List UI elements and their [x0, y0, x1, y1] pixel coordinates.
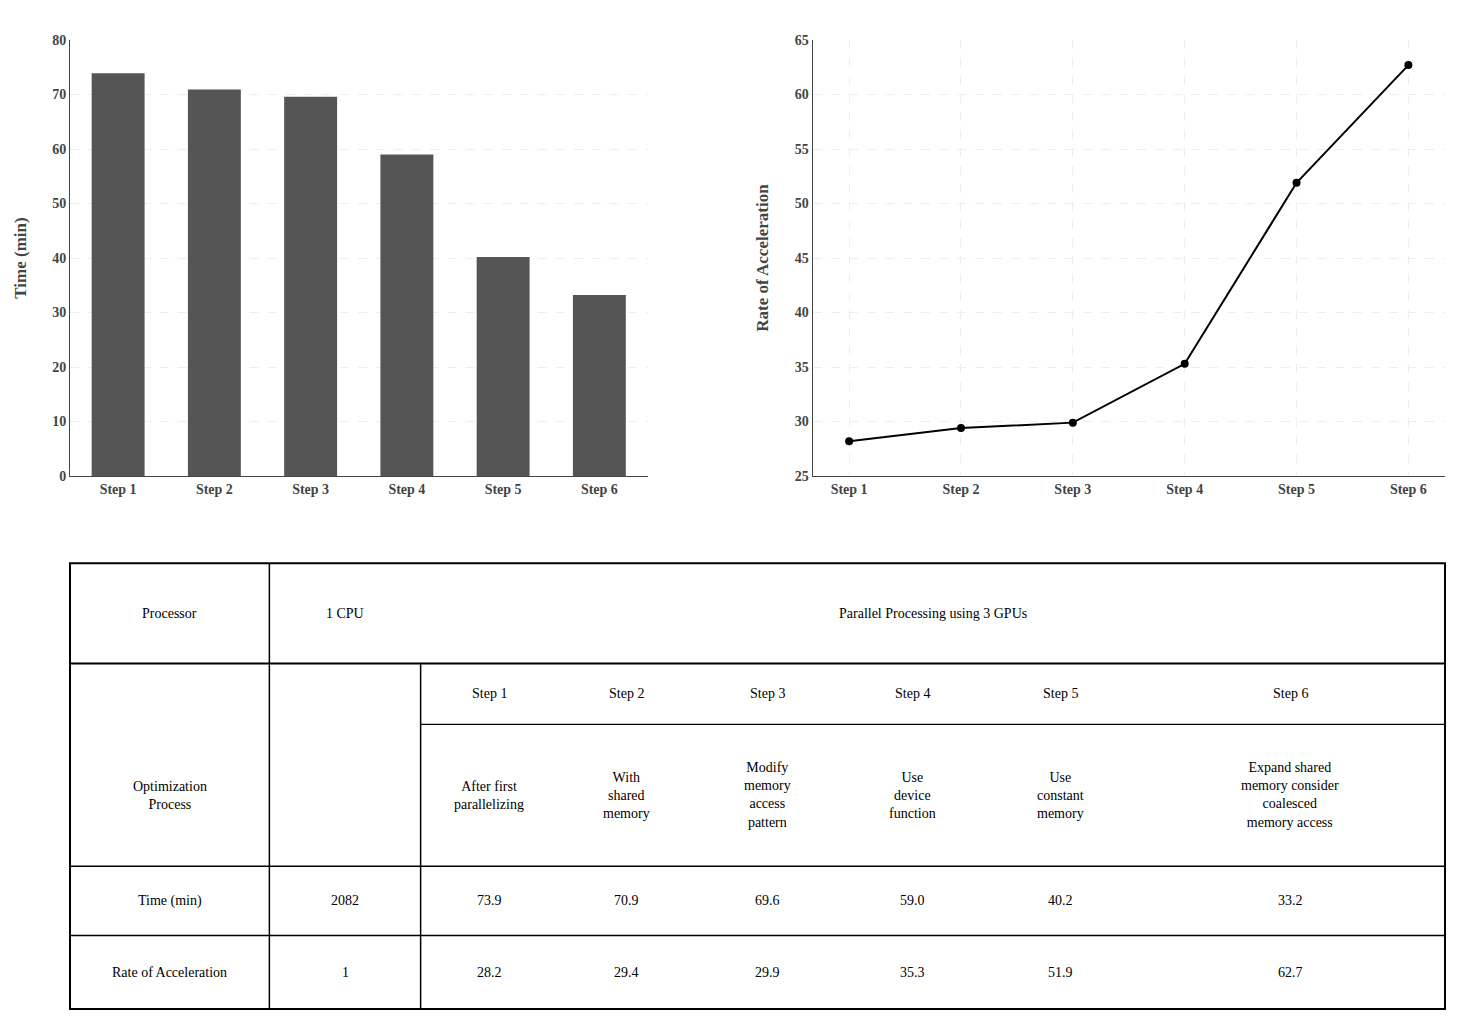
svg-text:55: 55 — [795, 142, 809, 157]
svg-text:Step 3: Step 3 — [1054, 482, 1091, 497]
svg-text:Step 1: Step 1 — [100, 482, 137, 497]
svg-text:60: 60 — [52, 142, 66, 157]
svg-text:35: 35 — [795, 360, 809, 375]
svg-text:Time (min): Time (min) — [138, 893, 202, 909]
svg-text:25: 25 — [795, 469, 809, 484]
svg-text:Step 6: Step 6 — [581, 482, 618, 497]
svg-text:Step 3: Step 3 — [750, 686, 785, 701]
svg-text:45: 45 — [795, 251, 809, 266]
svg-text:35.3: 35.3 — [900, 965, 925, 980]
svg-text:Step 2: Step 2 — [943, 482, 980, 497]
svg-text:Step 2: Step 2 — [196, 482, 233, 497]
svg-text:After firstparallelizing: After firstparallelizing — [454, 779, 524, 812]
svg-text:Step 4: Step 4 — [388, 482, 425, 497]
svg-text:Step 2: Step 2 — [609, 686, 644, 701]
svg-text:Expand sharedmemory considerco: Expand sharedmemory considercoalescedmem… — [1241, 760, 1339, 830]
svg-text:33.2: 33.2 — [1278, 893, 1303, 908]
svg-text:60: 60 — [795, 87, 809, 102]
svg-text:20: 20 — [52, 360, 66, 375]
svg-text:70: 70 — [52, 87, 66, 102]
svg-text:Usedevicefunction: Usedevicefunction — [889, 770, 936, 821]
svg-text:1: 1 — [342, 965, 349, 980]
svg-text:10: 10 — [52, 414, 66, 429]
svg-text:Rate of Acceleration: Rate of Acceleration — [112, 965, 227, 980]
svg-text:Useconstantmemory: Useconstantmemory — [1037, 770, 1084, 821]
svg-text:29.9: 29.9 — [755, 965, 780, 980]
svg-text:0: 0 — [59, 469, 66, 484]
svg-text:Step 6: Step 6 — [1390, 482, 1427, 497]
svg-text:62.7: 62.7 — [1278, 965, 1303, 980]
svg-text:1 CPU: 1 CPU — [326, 606, 364, 621]
svg-text:Rate of Acceleration: Rate of Acceleration — [754, 184, 773, 332]
svg-text:Step 6: Step 6 — [1273, 686, 1308, 701]
svg-text:Step 1: Step 1 — [472, 686, 507, 701]
svg-text:Step 5: Step 5 — [1278, 482, 1315, 497]
svg-text:73.9: 73.9 — [477, 893, 502, 908]
svg-text:40.2: 40.2 — [1048, 893, 1073, 908]
svg-text:30: 30 — [795, 414, 809, 429]
svg-text:2082: 2082 — [331, 893, 359, 908]
svg-text:Parallel Processing using 3 GP: Parallel Processing using 3 GPUs — [839, 606, 1027, 621]
svg-text:59.0: 59.0 — [900, 893, 925, 908]
svg-text:Withsharedmemory: Withsharedmemory — [603, 770, 650, 821]
svg-text:50: 50 — [795, 196, 809, 211]
svg-text:80: 80 — [52, 33, 66, 48]
svg-text:Time (min): Time (min) — [11, 217, 30, 298]
svg-text:Step 4: Step 4 — [895, 686, 930, 701]
svg-text:Processor: Processor — [142, 606, 197, 621]
svg-text:69.6: 69.6 — [755, 893, 780, 908]
svg-text:Step 3: Step 3 — [292, 482, 329, 497]
svg-text:40: 40 — [795, 305, 809, 320]
svg-text:70.9: 70.9 — [614, 893, 639, 908]
svg-text:30: 30 — [52, 305, 66, 320]
svg-text:Step 5: Step 5 — [1043, 686, 1078, 701]
svg-text:29.4: 29.4 — [614, 965, 639, 980]
svg-text:OptimizationProcess: OptimizationProcess — [133, 779, 207, 812]
svg-text:Modifymemoryaccesspattern: Modifymemoryaccesspattern — [744, 760, 791, 830]
svg-text:Step 4: Step 4 — [1166, 482, 1203, 497]
svg-text:50: 50 — [52, 196, 66, 211]
svg-text:Step 1: Step 1 — [831, 482, 868, 497]
svg-text:28.2: 28.2 — [477, 965, 502, 980]
svg-text:40: 40 — [52, 251, 66, 266]
svg-text:Step 5: Step 5 — [485, 482, 522, 497]
svg-text:65: 65 — [795, 33, 809, 48]
svg-text:51.9: 51.9 — [1048, 965, 1073, 980]
